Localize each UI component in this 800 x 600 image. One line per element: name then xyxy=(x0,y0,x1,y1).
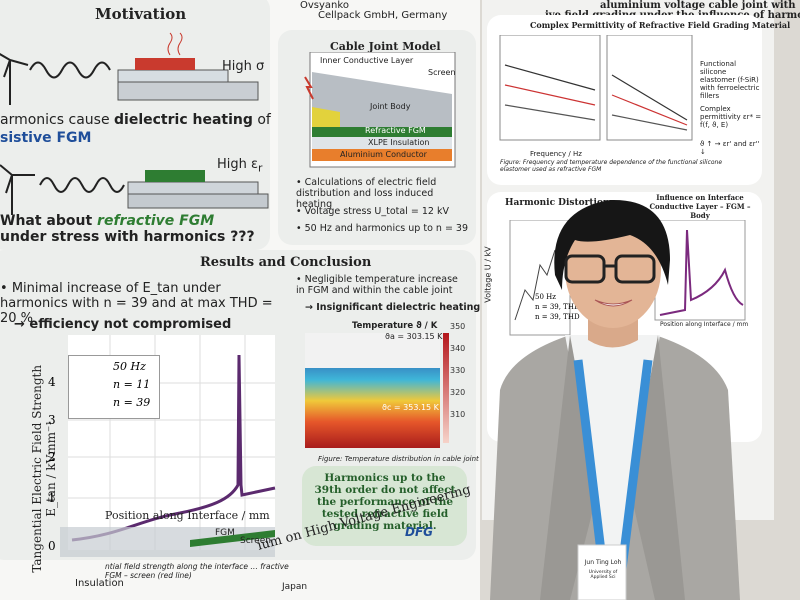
legend xyxy=(68,355,160,419)
label-sigma: High σ xyxy=(222,59,265,74)
text: Calculations of electric field distribut… xyxy=(296,177,437,210)
section-title: Complex Permittivity of Refractive Field… xyxy=(530,20,791,30)
text: dielectric heating xyxy=(114,112,253,128)
conclusion: → Insignificant dielectric heating xyxy=(305,302,481,313)
badge-name: Jun Ting Loh xyxy=(584,559,622,566)
funder-logo: DFG xyxy=(405,525,434,539)
bullet: Functional silicone elastomer (f-SiR) wi… xyxy=(700,60,760,101)
text: 50 Hz and harmonics up to n = 39 xyxy=(304,223,469,234)
bullet: • Voltage stress U_total = 12 kV xyxy=(296,206,449,217)
legend-entry: 50 Hz xyxy=(535,293,556,301)
section-title: Results and Conclusion xyxy=(200,255,372,270)
figure-title: Temperature ϑ / K xyxy=(352,321,438,331)
text-line: armonics cause dielectric heating of xyxy=(0,112,271,128)
label-eps: High εr xyxy=(217,157,263,175)
legend-entry: n = 39 xyxy=(113,396,151,409)
motivation-illustration xyxy=(0,32,269,215)
text: under stress with harmonics ??? xyxy=(0,229,255,246)
text: Voltage stress U_total = 12 kV xyxy=(304,206,449,217)
place: Japan xyxy=(282,582,308,592)
bullet: • Minimal increase of E_tan under harmon… xyxy=(0,281,273,326)
field-chart xyxy=(60,335,276,557)
colorbar-tick: 330 xyxy=(450,366,466,375)
y-tick-label: 3 xyxy=(48,413,56,427)
badge-affiliation: University of Applied Sci xyxy=(588,570,618,581)
y-tick-label: 4 xyxy=(48,375,56,389)
x-axis-label: Position along Interface / mm xyxy=(105,509,270,522)
section-title: Harmonic Distortion xyxy=(505,198,610,208)
layer-label: Joint Body xyxy=(370,102,411,111)
section-title: Influence on Interface Conductive Layer … xyxy=(649,193,751,220)
permittivity-charts xyxy=(499,35,693,141)
figure-caption: Figure: Frequency and temperature depend… xyxy=(500,159,723,173)
bullet: • Calculations of electric field distrib… xyxy=(296,177,437,210)
figure-caption: Figure: Temperature distribution in cabl… xyxy=(318,455,479,463)
region-label: Screen xyxy=(240,536,271,546)
colorbar-tick: 340 xyxy=(450,344,466,353)
region-label: Insulation xyxy=(75,578,124,589)
temp-label: ϑc = 353.15 K xyxy=(382,403,439,412)
question: What about refractive FGM under stress w… xyxy=(0,213,265,245)
temp-label: ϑa = 303.15 K xyxy=(385,332,443,341)
text: What about xyxy=(0,213,98,229)
layer-label: Inner Conductive Layer xyxy=(320,56,414,65)
text: Negligible temperature increase in FGM a… xyxy=(296,274,458,296)
text: High ε xyxy=(217,157,259,172)
layer-label: Refractive FGM xyxy=(365,126,426,135)
bullet: Complex permittivity εr* = f(f, ϑ, E) xyxy=(700,105,762,130)
text: refractive FGM xyxy=(97,213,215,229)
bullet: • Negligible temperature increase in FGM… xyxy=(296,274,458,296)
summary: Harmonics up to the 39th order do not af… xyxy=(314,472,456,532)
y-tick-label: 2 xyxy=(48,450,56,464)
layer-label: Aluminium Conductor xyxy=(340,150,427,159)
y-tick-label: 0 xyxy=(48,539,56,553)
bullet: • 50 Hz and harmonics up to n = 39 xyxy=(296,223,469,234)
colorbar-tick: 350 xyxy=(450,322,466,331)
colorbar-tick: 320 xyxy=(450,388,466,397)
temperature-map xyxy=(305,333,449,448)
figure-caption: ntial field strength along the interface… xyxy=(105,562,289,580)
affiliation: Cellpack GmbH, Germany xyxy=(318,10,448,21)
text: of xyxy=(252,112,271,128)
legend-entry: 50 Hz xyxy=(113,360,146,373)
colorbar-tick: 310 xyxy=(450,410,466,419)
layer-label: XLPE Insulation xyxy=(368,138,430,147)
legend-entry: n = 11 xyxy=(113,378,151,391)
author: Ovsyanko xyxy=(300,0,349,11)
section-title: Motivation xyxy=(95,5,187,23)
person xyxy=(490,199,740,600)
cable-joint-diagram xyxy=(304,52,456,168)
legend-entry: n = 39, THD xyxy=(535,303,580,311)
summary-box xyxy=(302,466,467,546)
section-title: Cable Joint Model xyxy=(330,40,441,53)
x-axis-label: Frequency / Hz xyxy=(530,150,582,158)
y-tick-label: 1 xyxy=(48,491,56,505)
layer-label: Screen xyxy=(428,68,456,77)
text: armonics cause xyxy=(0,112,115,128)
legend-entry: n = 39, THD xyxy=(535,313,580,321)
text-line: sistive FGM xyxy=(0,130,92,146)
bullet: ϑ ↑ → εr' and εr'' ↓ xyxy=(700,140,760,157)
region-label: FGM xyxy=(215,528,235,538)
text: r xyxy=(258,161,263,175)
poster-title: aluminium voltage cable joint with xyxy=(600,0,796,11)
conclusion: → efficiency not compromised xyxy=(14,317,232,332)
x-axis-label: Position along Interface / mm xyxy=(660,321,749,328)
text: Minimal increase of E_tan under harmonic… xyxy=(0,281,273,326)
